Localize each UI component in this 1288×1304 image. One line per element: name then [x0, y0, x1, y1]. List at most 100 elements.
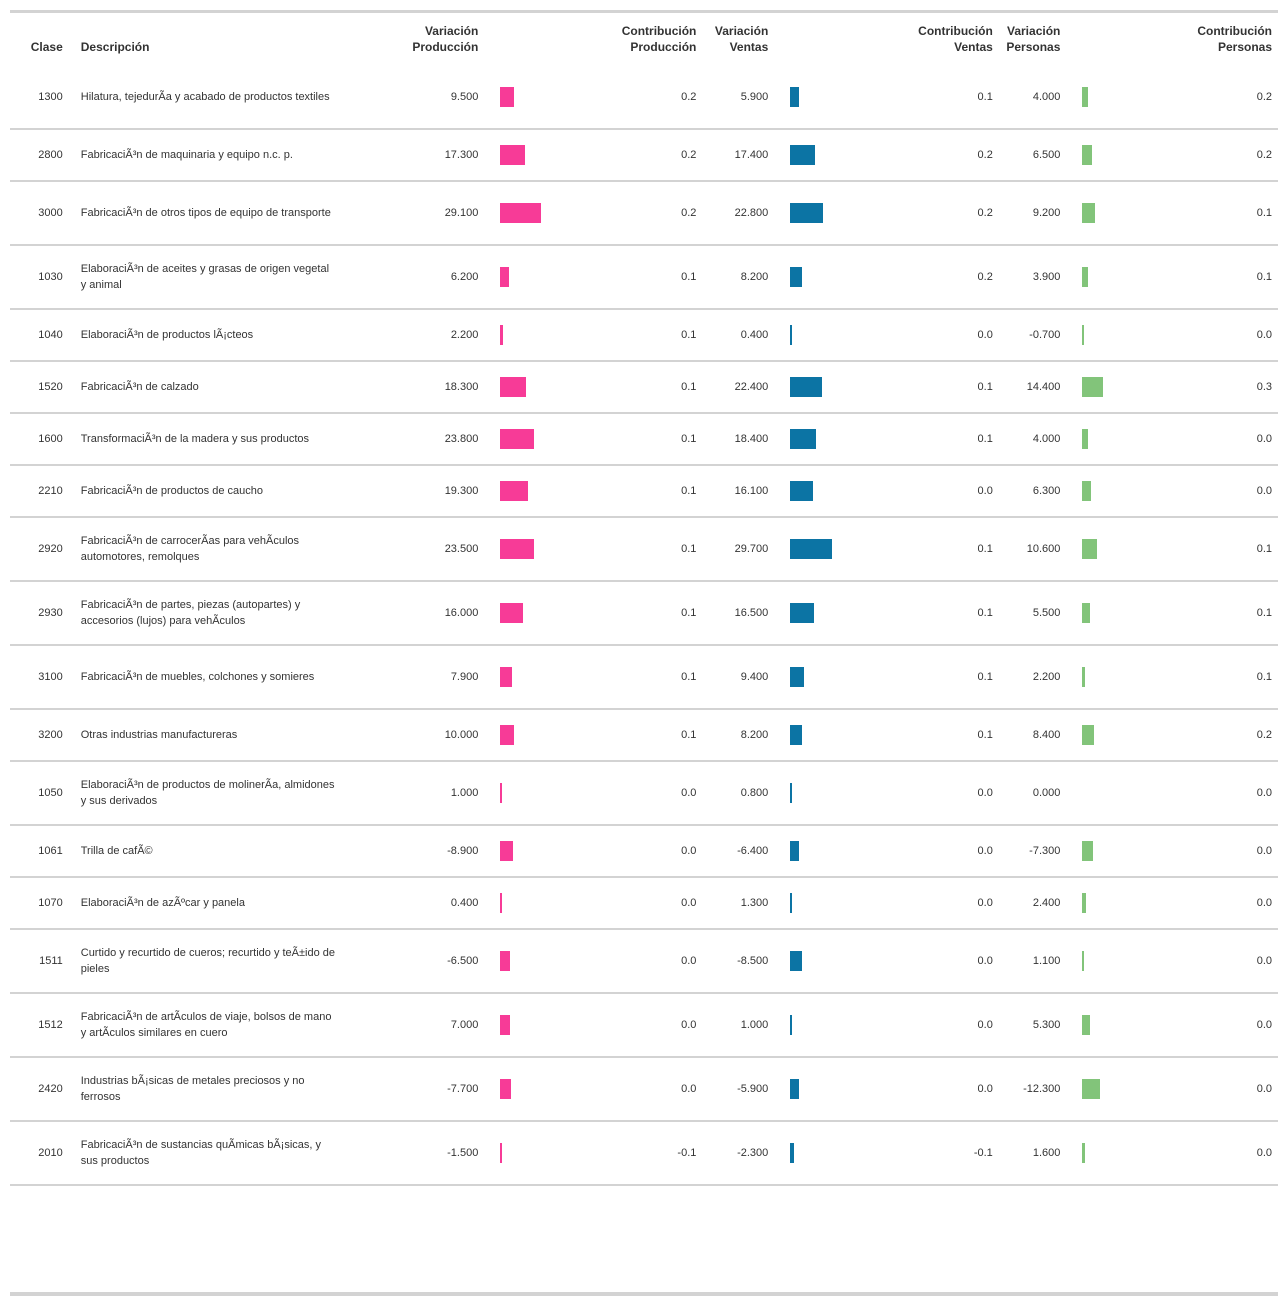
- header-bar-personas: [1072, 13, 1176, 65]
- bar-variacion-produccion: [500, 429, 534, 449]
- cell-variacion-personas: 4.000: [998, 65, 1073, 130]
- data-table: Clase Descripción Variación Producción C…: [10, 13, 1278, 1186]
- cell-contribucion-personas: 0.1: [1176, 581, 1278, 646]
- cell-variacion-ventas: 16.100: [702, 465, 781, 518]
- cell-descripcion: Trilla de cafÃ©: [72, 825, 398, 878]
- cell-variacion-ventas: -6.400: [702, 825, 781, 878]
- cell-clase: 3000: [10, 181, 73, 246]
- bar-variacion-personas: [1082, 1015, 1090, 1035]
- bar-variacion-ventas: [790, 481, 814, 501]
- bar-variacion-personas: [1082, 1143, 1085, 1163]
- cell-variacion-personas: 9.200: [998, 181, 1073, 246]
- bar-variacion-produccion-cell: [490, 645, 595, 710]
- bar-variacion-ventas-cell: [780, 825, 885, 878]
- cell-contribucion-produccion: 0.1: [594, 245, 703, 310]
- cell-contribucion-ventas: 0.0: [884, 993, 999, 1058]
- cell-descripcion: Industrias bÃ¡sicas de metales preciosos…: [72, 1057, 398, 1122]
- bar-variacion-ventas: [790, 539, 833, 559]
- cell-variacion-ventas: 8.200: [702, 709, 781, 762]
- cell-variacion-ventas: 1.000: [702, 993, 781, 1058]
- cell-clase: 1030: [10, 245, 73, 310]
- cell-contribucion-personas: 0.2: [1176, 65, 1278, 130]
- cell-variacion-ventas: 5.900: [702, 65, 781, 130]
- cell-variacion-produccion: -8.900: [397, 825, 491, 878]
- table-row: 1600 TransformaciÃ³n de la madera y sus p…: [10, 413, 1278, 466]
- table-row: 2420 Industrias bÃ¡sicas de metales preci…: [10, 1057, 1278, 1122]
- cell-contribucion-personas: 0.0: [1176, 825, 1278, 878]
- cell-contribucion-personas: 0.1: [1176, 517, 1278, 582]
- cell-contribucion-ventas: 0.1: [884, 517, 999, 582]
- bar-variacion-personas: [1082, 603, 1091, 623]
- table-row: 2800 FabricaciÃ³n de maquinaria y equipo …: [10, 129, 1278, 182]
- cell-variacion-produccion: 17.300: [397, 129, 491, 182]
- cell-descripcion: FabricaciÃ³n de carrocerÃas para vehÃcul…: [72, 517, 398, 582]
- header-bar-ventas: [780, 13, 884, 65]
- cell-variacion-ventas: 0.400: [702, 309, 781, 362]
- bar-variacion-produccion-cell: [490, 709, 595, 762]
- table-body: 1300 Hilatura, tejedurÃa y acabado de pro…: [10, 65, 1278, 1186]
- cell-variacion-ventas: -8.500: [702, 929, 781, 994]
- bar-variacion-produccion: [500, 377, 527, 397]
- bar-variacion-personas-cell: [1072, 709, 1177, 762]
- table-row: 2920 FabricaciÃ³n de carrocerÃas para veh…: [10, 517, 1278, 582]
- bar-variacion-ventas-cell: [780, 245, 885, 310]
- bar-variacion-personas-cell: [1072, 65, 1177, 130]
- bar-variacion-produccion: [500, 86, 514, 107]
- cell-variacion-ventas: 0.800: [702, 761, 781, 826]
- cell-contribucion-ventas: 0.0: [884, 877, 999, 930]
- cell-variacion-personas: 14.400: [998, 361, 1073, 414]
- bar-variacion-ventas-cell: [780, 1121, 885, 1186]
- bar-variacion-personas-cell: [1072, 761, 1177, 826]
- cell-contribucion-produccion: 0.0: [594, 1057, 703, 1122]
- cell-contribucion-produccion: 0.1: [594, 413, 703, 466]
- bar-variacion-ventas-cell: [780, 65, 885, 130]
- cell-descripcion: FabricaciÃ³n de partes, piezas (autopart…: [72, 581, 398, 646]
- bar-variacion-personas: [1082, 86, 1089, 107]
- cell-variacion-produccion: 18.300: [397, 361, 491, 414]
- bar-variacion-produccion-cell: [490, 465, 595, 518]
- cell-descripcion: FabricaciÃ³n de sustancias quÃmicas bÃ¡s…: [72, 1121, 398, 1186]
- bar-variacion-produccion-cell: [490, 65, 595, 130]
- bar-variacion-produccion-cell: [490, 1121, 595, 1186]
- header-variacion-ventas: Variación Ventas: [714, 24, 769, 54]
- cell-contribucion-produccion: 0.1: [594, 645, 703, 710]
- bar-variacion-produccion-cell: [490, 1057, 595, 1122]
- bar-variacion-produccion: [500, 539, 534, 559]
- bar-variacion-ventas: [790, 429, 817, 449]
- cell-clase: 1512: [10, 993, 73, 1058]
- cell-contribucion-produccion: 0.1: [594, 309, 703, 362]
- bar-variacion-produccion: [500, 951, 510, 971]
- cell-contribucion-produccion: 0.1: [594, 361, 703, 414]
- table-row: 1050 ElaboraciÃ³n de productos de moliner…: [10, 761, 1278, 826]
- bar-variacion-ventas: [790, 1079, 799, 1099]
- cell-contribucion-personas: 0.0: [1176, 993, 1278, 1058]
- cell-contribucion-ventas: 0.1: [884, 709, 999, 762]
- bar-variacion-produccion-cell: [490, 929, 595, 994]
- cell-variacion-produccion: 16.000: [397, 581, 491, 646]
- cell-variacion-ventas: -5.900: [702, 1057, 781, 1122]
- cell-contribucion-ventas: 0.0: [884, 929, 999, 994]
- bar-variacion-ventas: [790, 1143, 794, 1163]
- cell-variacion-personas: 4.000: [998, 413, 1073, 466]
- bar-variacion-ventas-cell: [780, 993, 885, 1058]
- cell-clase: 2010: [10, 1121, 73, 1186]
- cell-clase: 1300: [10, 65, 73, 130]
- table-row: 1030 ElaboraciÃ³n de aceites y grasas de …: [10, 245, 1278, 310]
- bar-variacion-personas-cell: [1072, 181, 1177, 246]
- bar-variacion-ventas-cell: [780, 929, 885, 994]
- bar-variacion-ventas-cell: [780, 309, 885, 362]
- header-row: Clase Descripción Variación Producción C…: [10, 13, 1278, 65]
- cell-contribucion-personas: 0.0: [1176, 877, 1278, 930]
- cell-variacion-personas: 8.400: [998, 709, 1073, 762]
- cell-descripcion: TransformaciÃ³n de la madera y sus produ…: [72, 413, 398, 466]
- cell-variacion-personas: 2.200: [998, 645, 1073, 710]
- cell-variacion-personas: 5.500: [998, 581, 1073, 646]
- cell-variacion-personas: 3.900: [998, 245, 1073, 310]
- cell-contribucion-personas: 0.1: [1176, 181, 1278, 246]
- cell-contribucion-produccion: 0.2: [594, 129, 703, 182]
- cell-contribucion-produccion: 0.0: [594, 825, 703, 878]
- bar-variacion-produccion: [500, 725, 515, 745]
- bar-variacion-ventas-cell: [780, 517, 885, 582]
- table-row: 1511 Curtido y recurtido de cueros; recur…: [10, 929, 1278, 994]
- cell-clase: 1061: [10, 825, 73, 878]
